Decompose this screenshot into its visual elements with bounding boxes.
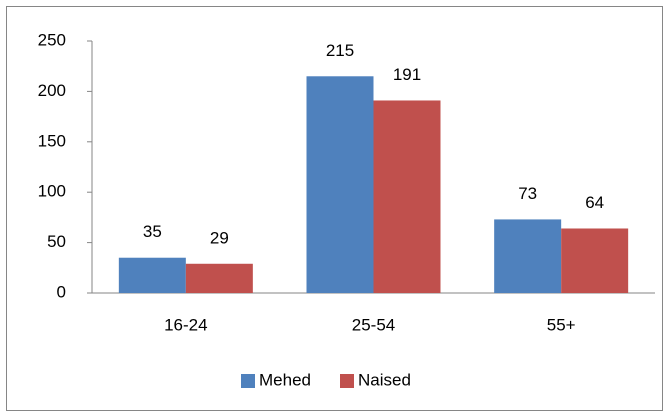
y-tick-label: 0: [57, 282, 66, 301]
bar: [373, 100, 441, 293]
bar: [306, 76, 374, 293]
bar: [118, 257, 186, 293]
y-tick-label: 200: [38, 81, 66, 100]
bar: [185, 263, 253, 293]
data-label: 29: [210, 228, 229, 247]
y-tick-label: 250: [38, 30, 66, 49]
data-label: 73: [518, 184, 537, 203]
data-label: 191: [393, 65, 421, 84]
data-label: 35: [143, 222, 162, 241]
bar: [494, 219, 562, 293]
y-tick-label: 100: [38, 182, 66, 201]
y-tick-label: 50: [47, 232, 66, 251]
legend-label: Mehed: [259, 370, 311, 389]
x-tick-label: 16-24: [164, 315, 207, 334]
x-tick-label: 55+: [547, 315, 576, 334]
data-label: 215: [326, 41, 354, 60]
bar: [561, 228, 629, 293]
legend-swatch: [340, 374, 354, 388]
legend-label: Naised: [358, 370, 411, 389]
x-tick-label: 25-54: [352, 315, 395, 334]
legend-swatch: [241, 374, 255, 388]
data-label: 64: [585, 193, 604, 212]
y-tick-label: 150: [38, 131, 66, 150]
